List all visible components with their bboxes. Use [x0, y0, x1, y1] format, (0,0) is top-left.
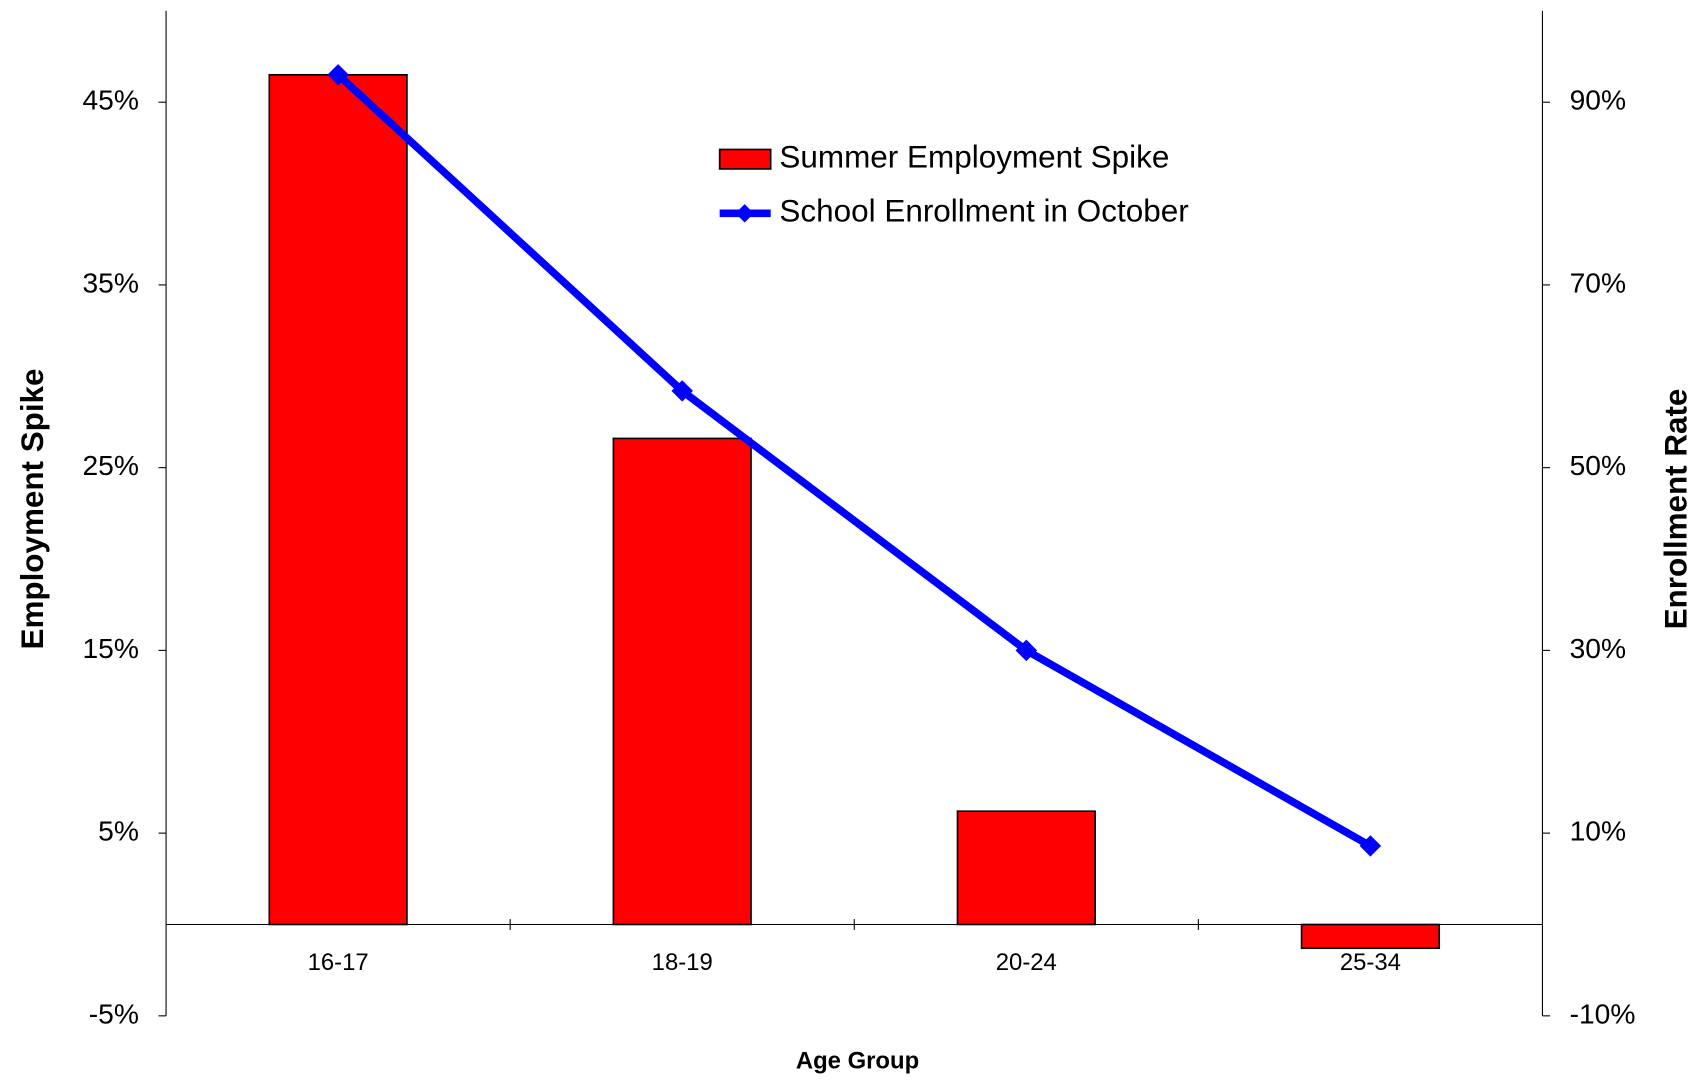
x-tick-label: 25-34: [1340, 949, 1401, 976]
legend-swatch: [718, 148, 772, 170]
y-axis-title: Employment Spike: [15, 369, 50, 650]
x-tick-label: 20-24: [996, 949, 1057, 976]
y-tick-label: 35%: [82, 266, 138, 298]
y-tick-label: 45%: [82, 84, 138, 116]
marker: [1015, 639, 1038, 662]
y-tick-label: 5%: [98, 815, 139, 847]
y2-tick-label: 10%: [1570, 815, 1626, 847]
x-tick-label: 16-17: [308, 949, 369, 976]
x-axis-title: Age Group: [796, 1048, 919, 1075]
y-tick-label: 25%: [82, 449, 138, 481]
legend-label: Summer Employment Spike: [779, 140, 1169, 175]
bar: [1300, 923, 1441, 950]
y-tick-label: -5%: [89, 997, 139, 1029]
y2-tick-label: 50%: [1570, 449, 1626, 481]
y2-tick-label: 70%: [1570, 266, 1626, 298]
y-tick-label: 15%: [82, 632, 138, 664]
bar: [612, 437, 752, 926]
marker: [671, 380, 693, 402]
x-tick-label: 18-19: [652, 949, 713, 976]
y2-tick-label: 30%: [1570, 632, 1626, 664]
bar: [268, 73, 408, 926]
y2-tick-label: 90%: [1570, 84, 1626, 116]
line: [335, 71, 1373, 850]
legend-marker: [735, 204, 754, 223]
y2-tick-label: -10%: [1570, 997, 1636, 1029]
bar: [956, 810, 1096, 926]
y2-axis-title: Enrollment Rate: [1658, 389, 1693, 630]
legend-label: School Enrollment in October: [779, 194, 1188, 229]
